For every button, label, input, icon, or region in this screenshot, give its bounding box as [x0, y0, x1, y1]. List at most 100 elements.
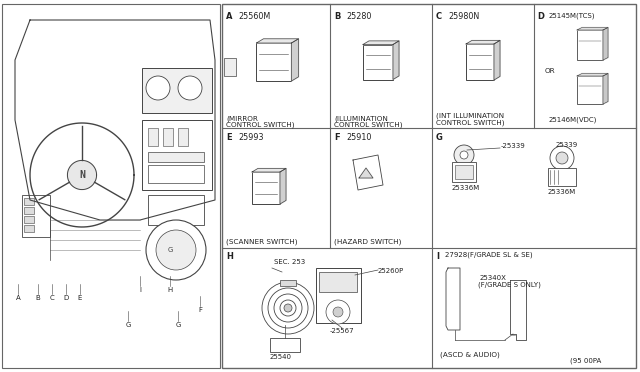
Bar	[142, 120, 212, 190]
Text: (INT ILLUMINATION: (INT ILLUMINATION	[436, 112, 504, 119]
Text: C: C	[436, 12, 442, 21]
Text: 25336M: 25336M	[548, 189, 576, 195]
Polygon shape	[577, 28, 608, 30]
Bar	[2, 4, 220, 368]
Polygon shape	[603, 74, 608, 104]
Text: CONTROL SWITCH): CONTROL SWITCH)	[226, 121, 294, 128]
Text: 25260P: 25260P	[378, 268, 404, 274]
Circle shape	[333, 307, 343, 317]
Text: A: A	[226, 12, 232, 21]
Bar	[148, 152, 204, 162]
Bar	[24, 225, 34, 232]
Text: F: F	[334, 133, 340, 142]
Bar	[148, 165, 204, 183]
Text: H: H	[168, 287, 173, 293]
Text: E: E	[78, 295, 82, 301]
Bar	[512, 288, 520, 295]
Circle shape	[284, 304, 292, 312]
Text: 25993: 25993	[238, 133, 264, 142]
Text: -25339: -25339	[501, 143, 525, 149]
Text: 25146M(VDC): 25146M(VDC)	[549, 116, 597, 122]
Text: (95 00PA: (95 00PA	[570, 358, 601, 365]
Bar	[512, 308, 520, 315]
Bar	[548, 168, 576, 186]
Text: D: D	[63, 295, 68, 301]
Polygon shape	[280, 169, 286, 204]
Polygon shape	[494, 41, 500, 80]
Polygon shape	[466, 41, 500, 44]
Bar	[270, 338, 300, 352]
Polygon shape	[393, 41, 399, 80]
Bar	[257, 43, 291, 81]
Circle shape	[146, 220, 206, 280]
Circle shape	[326, 300, 350, 324]
Bar	[222, 4, 636, 368]
Bar	[450, 318, 458, 325]
Bar	[512, 298, 520, 305]
Text: G: G	[436, 133, 443, 142]
Bar	[363, 45, 393, 80]
Text: G: G	[167, 247, 173, 253]
Circle shape	[454, 145, 474, 165]
Text: (F/GRADE S ONLY): (F/GRADE S ONLY)	[478, 282, 541, 289]
Text: 25980N: 25980N	[448, 12, 479, 21]
Polygon shape	[291, 39, 298, 81]
Polygon shape	[67, 160, 97, 190]
Bar	[163, 128, 173, 146]
Text: 25339: 25339	[556, 142, 579, 148]
Bar	[450, 308, 458, 315]
Text: 25145M(TCS): 25145M(TCS)	[549, 12, 595, 19]
Text: (ILLUMINATION: (ILLUMINATION	[334, 115, 388, 122]
Bar	[22, 195, 50, 237]
Polygon shape	[353, 155, 383, 190]
Circle shape	[556, 152, 568, 164]
Text: I: I	[436, 252, 439, 261]
Bar	[577, 30, 603, 60]
Polygon shape	[252, 169, 286, 172]
Text: F: F	[198, 307, 202, 313]
Text: G: G	[175, 322, 180, 328]
Circle shape	[550, 146, 574, 170]
Polygon shape	[15, 20, 215, 220]
Bar	[142, 68, 212, 113]
Bar	[24, 198, 34, 205]
Text: (ASCD & AUDIO): (ASCD & AUDIO)	[440, 352, 500, 359]
Polygon shape	[577, 74, 608, 76]
Bar	[466, 44, 494, 80]
Bar	[24, 216, 34, 223]
Text: 25340X: 25340X	[480, 275, 507, 281]
Bar	[450, 278, 458, 285]
Text: N: N	[79, 170, 85, 180]
Circle shape	[146, 76, 170, 100]
Polygon shape	[603, 28, 608, 60]
Bar	[224, 58, 236, 76]
Bar	[450, 298, 458, 305]
Bar	[178, 128, 188, 146]
Text: (SCANNER SWITCH): (SCANNER SWITCH)	[226, 238, 298, 244]
Text: C: C	[50, 295, 54, 301]
Bar	[252, 172, 280, 204]
Text: I: I	[139, 287, 141, 293]
Polygon shape	[363, 41, 399, 45]
Circle shape	[178, 76, 202, 100]
Text: CONTROL SWITCH): CONTROL SWITCH)	[334, 121, 403, 128]
Text: (MIRROR: (MIRROR	[226, 115, 258, 122]
Polygon shape	[359, 168, 373, 178]
Circle shape	[460, 151, 468, 159]
Bar	[512, 318, 520, 325]
Polygon shape	[510, 280, 526, 340]
Bar	[512, 328, 520, 335]
Text: (HAZARD SWITCH): (HAZARD SWITCH)	[334, 238, 401, 244]
Text: E: E	[226, 133, 232, 142]
Text: 27928(F/GRADE SL & SE): 27928(F/GRADE SL & SE)	[445, 252, 532, 259]
Bar	[148, 195, 204, 225]
Circle shape	[156, 230, 196, 270]
Bar	[450, 288, 458, 295]
Bar	[24, 207, 34, 214]
Text: H: H	[226, 252, 233, 261]
Bar	[148, 128, 158, 146]
Text: -25567: -25567	[330, 328, 355, 334]
Bar	[452, 162, 476, 182]
Text: OR: OR	[545, 68, 556, 74]
Bar	[577, 76, 603, 104]
